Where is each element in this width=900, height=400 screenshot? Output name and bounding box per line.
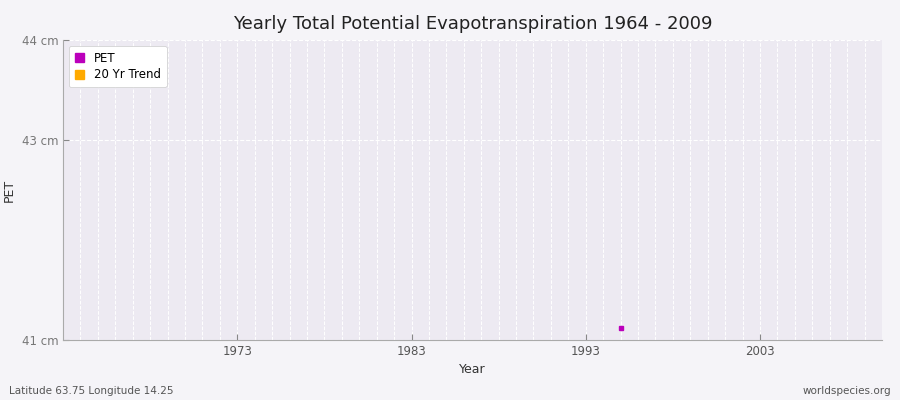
X-axis label: Year: Year bbox=[459, 364, 486, 376]
Y-axis label: PET: PET bbox=[3, 178, 16, 202]
Text: Latitude 63.75 Longitude 14.25: Latitude 63.75 Longitude 14.25 bbox=[9, 386, 174, 396]
Text: worldspecies.org: worldspecies.org bbox=[803, 386, 891, 396]
Title: Yearly Total Potential Evapotranspiration 1964 - 2009: Yearly Total Potential Evapotranspiratio… bbox=[233, 15, 712, 33]
Legend: PET, 20 Yr Trend: PET, 20 Yr Trend bbox=[69, 46, 166, 87]
